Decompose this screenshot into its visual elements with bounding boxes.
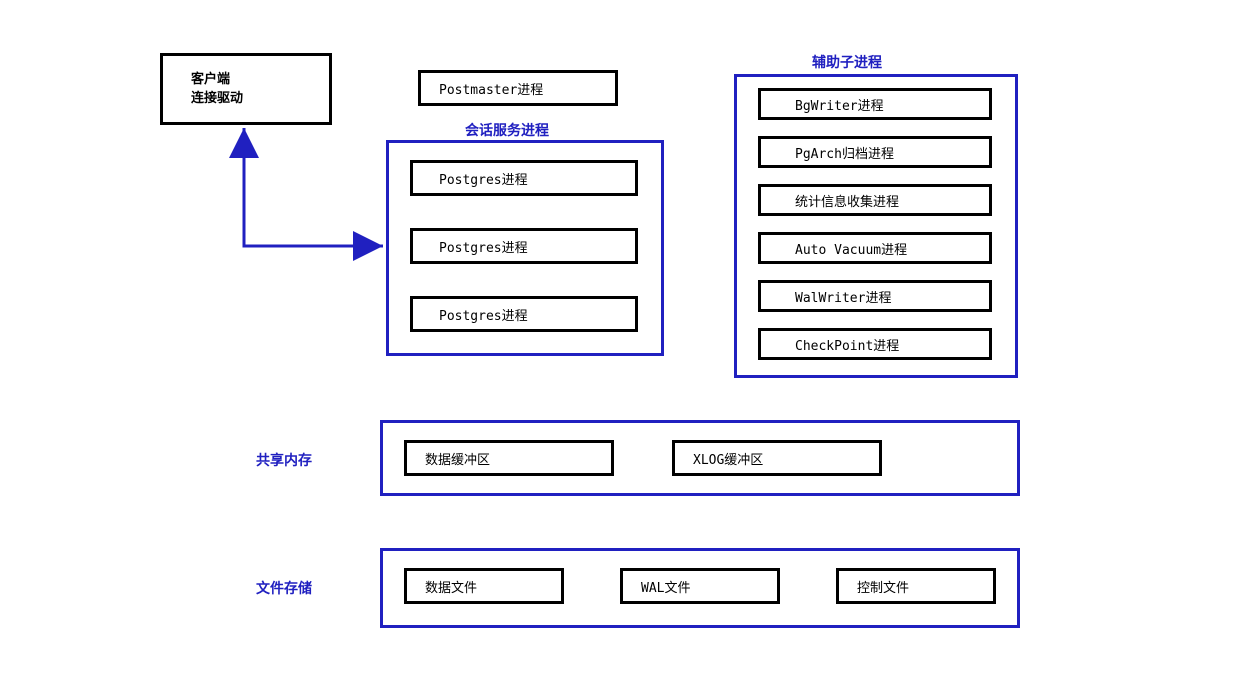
- client-session-arrow: [0, 0, 1256, 700]
